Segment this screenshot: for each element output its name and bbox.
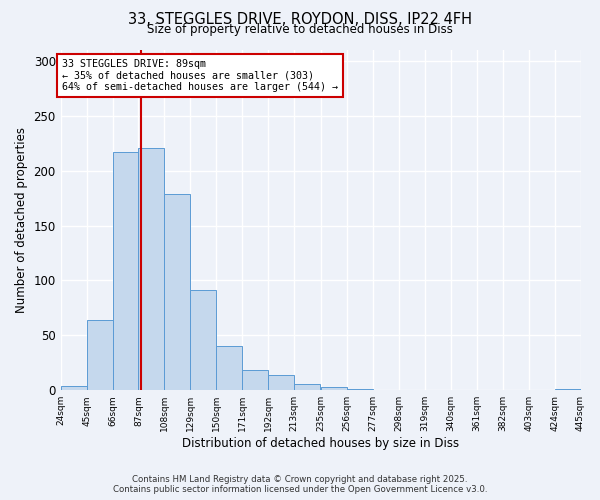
Text: 33 STEGGLES DRIVE: 89sqm
← 35% of detached houses are smaller (303)
64% of semi-: 33 STEGGLES DRIVE: 89sqm ← 35% of detach… bbox=[62, 59, 338, 92]
Bar bbox=[242, 370, 268, 390]
Bar bbox=[294, 384, 320, 390]
Y-axis label: Number of detached properties: Number of detached properties bbox=[15, 127, 28, 313]
Bar bbox=[86, 320, 113, 390]
Text: 33, STEGGLES DRIVE, ROYDON, DISS, IP22 4FH: 33, STEGGLES DRIVE, ROYDON, DISS, IP22 4… bbox=[128, 12, 472, 28]
Bar bbox=[347, 389, 373, 390]
Text: Contains HM Land Registry data © Crown copyright and database right 2025.
Contai: Contains HM Land Registry data © Crown c… bbox=[113, 474, 487, 494]
Bar bbox=[139, 148, 164, 390]
Bar bbox=[268, 375, 294, 390]
X-axis label: Distribution of detached houses by size in Diss: Distribution of detached houses by size … bbox=[182, 437, 459, 450]
Bar bbox=[113, 152, 139, 390]
Bar bbox=[216, 346, 242, 390]
Bar bbox=[554, 389, 581, 390]
Bar bbox=[61, 386, 86, 390]
Bar bbox=[190, 290, 216, 390]
Bar bbox=[164, 194, 190, 390]
Bar bbox=[321, 387, 347, 390]
Text: Size of property relative to detached houses in Diss: Size of property relative to detached ho… bbox=[147, 22, 453, 36]
